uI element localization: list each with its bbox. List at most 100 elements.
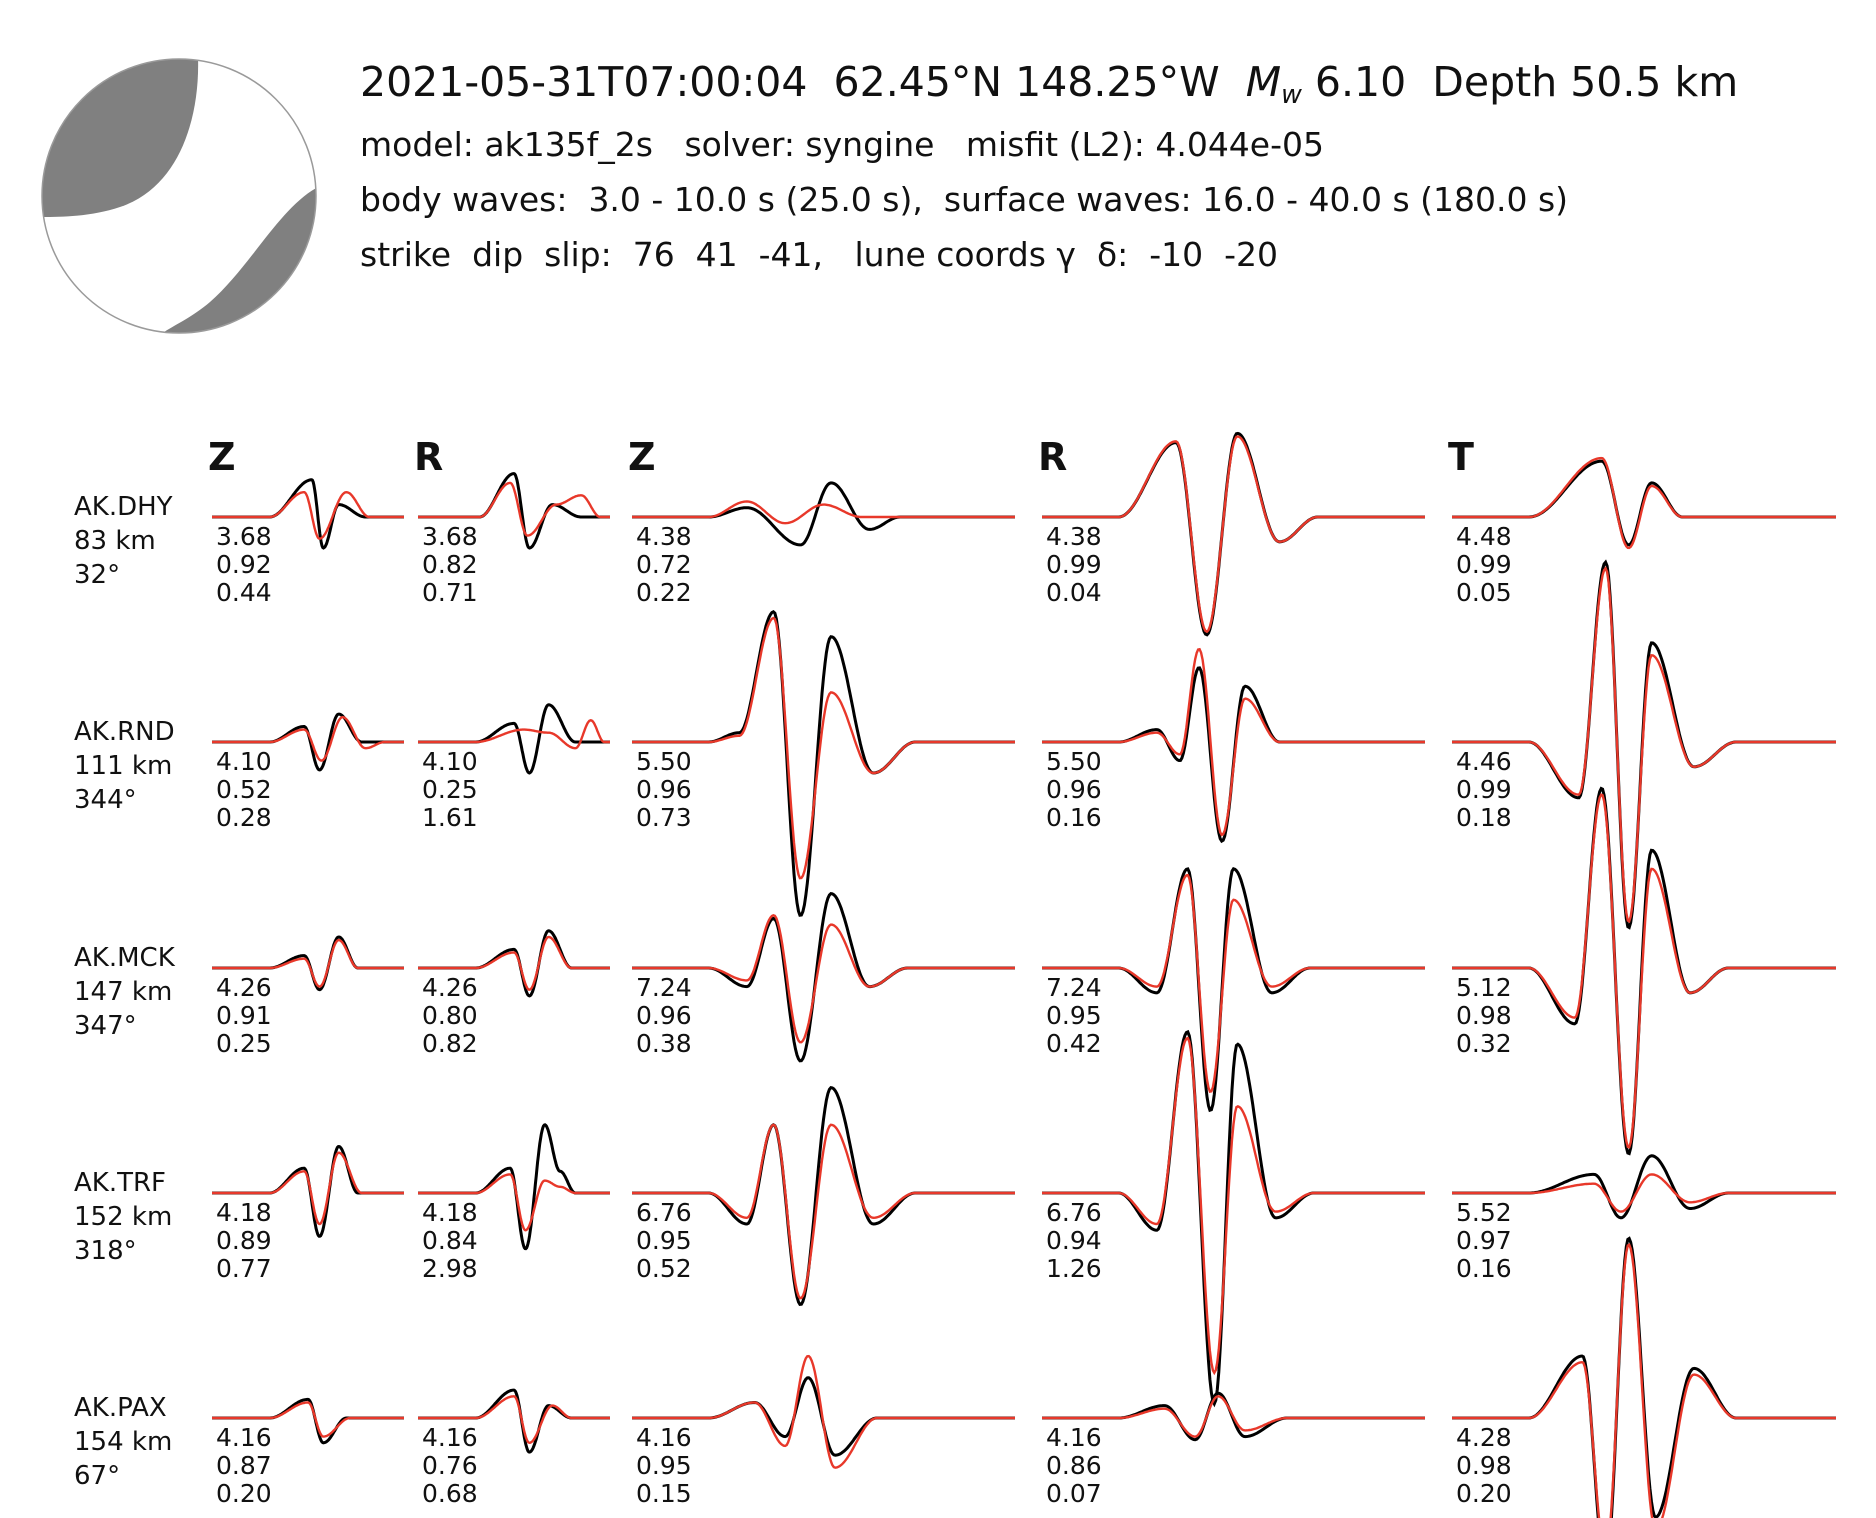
amplitude-ratio-value: 0.20 [216,1479,272,1508]
synthetic-waveform [418,935,610,991]
observed-waveform [1452,786,1836,1156]
component-header-z-body: Z [208,435,236,479]
synthetic-waveform [1452,566,1836,924]
station-azimuth: 344° [74,785,137,815]
synthetic-waveform [632,500,1015,525]
event-latitude: 62.45°N [833,58,1003,106]
event-header: 2021-05-31T07:00:04 62.45°N 148.25°W Mw … [360,62,1738,293]
time-shift-value: 4.18 [422,1198,478,1227]
correlation-value: 0.98 [1456,1451,1512,1480]
filter-periods-line: body waves: 3.0 - 10.0 s (25.0 s), surfa… [360,179,1569,219]
synthetic-waveform [1042,873,1425,1093]
component-header-z-surface: Z [628,435,656,479]
time-shift-value: 5.50 [636,747,692,776]
amplitude-ratio-value: 0.28 [216,803,272,832]
amplitude-ratio-value: 0.68 [422,1479,478,1508]
component-header-r-surface: R [1038,435,1067,479]
correlation-value: 0.25 [422,775,478,804]
amplitude-ratio-value: 0.15 [636,1479,692,1508]
amplitude-ratio-value: 0.22 [636,578,692,607]
magnitude-value: 6.10 [1314,58,1407,106]
synthetic-waveform [1042,1395,1425,1438]
correlation-value: 0.52 [216,775,272,804]
synthetic-waveform [212,938,404,988]
station-azimuth: 67° [74,1461,120,1491]
amplitude-ratio-value: 0.44 [216,578,272,607]
station-name: AK.MCK [74,943,176,973]
component-header-t-surface: T [1448,435,1474,479]
correlation-value: 0.87 [216,1451,272,1480]
time-shift-value: 4.16 [1046,1423,1102,1452]
synthetic-waveform [418,719,610,750]
time-shift-value: 4.46 [1456,747,1512,776]
station-azimuth: 347° [74,1011,137,1041]
correlation-value: 0.99 [1046,550,1102,579]
component-header-r-body: R [414,435,443,479]
synthetic-waveform [212,715,404,762]
correlation-value: 0.99 [1456,775,1512,804]
event-longitude: 148.25°W [1015,58,1220,106]
amplitude-ratio-value: 0.73 [636,803,692,832]
time-shift-value: 6.76 [1046,1198,1102,1227]
time-shift-value: 4.38 [636,522,692,551]
correlation-value: 0.92 [216,550,272,579]
time-shift-value: 4.10 [422,747,478,776]
synthetic-waveform [1042,647,1425,837]
mechanism-params-line: strike dip slip: 76 41 -41, lune coords … [360,234,1279,274]
correlation-value: 0.89 [216,1226,272,1255]
correlation-value: 0.76 [422,1451,478,1480]
amplitude-ratio-value: 0.52 [636,1254,692,1283]
correlation-value: 0.95 [636,1451,692,1480]
station-distance: 83 km [74,526,156,556]
synthetic-waveform [1452,1173,1836,1213]
amplitude-ratio-value: 0.16 [1456,1254,1512,1283]
synthetic-waveform [1042,435,1425,634]
time-shift-value: 3.68 [216,522,272,551]
correlation-value: 0.96 [1046,775,1102,804]
correlation-value: 0.99 [1456,550,1512,579]
synthetic-waveform [632,616,1015,880]
station-azimuth: 318° [74,1236,137,1266]
synthetic-waveform [212,490,404,540]
correlation-value: 0.86 [1046,1451,1102,1480]
amplitude-ratio-value: 0.82 [422,1029,478,1058]
time-shift-value: 4.16 [636,1423,692,1452]
amplitude-ratio-value: 0.20 [1456,1479,1512,1508]
time-shift-value: 4.10 [216,747,272,776]
time-shift-value: 4.16 [216,1423,272,1452]
amplitude-ratio-value: 0.16 [1046,803,1102,832]
amplitude-ratio-value: 0.04 [1046,578,1102,607]
magnitude-symbol: M [1245,58,1282,106]
station-distance: 111 km [74,751,172,781]
amplitude-ratio-value: 0.05 [1456,578,1512,607]
amplitude-ratio-value: 0.71 [422,578,478,607]
time-shift-value: 5.50 [1046,747,1102,776]
correlation-value: 0.95 [636,1226,692,1255]
synthetic-waveform [632,1354,1015,1469]
time-shift-value: 4.38 [1046,522,1102,551]
amplitude-ratio-value: 0.25 [216,1029,272,1058]
station-name: AK.PAX [74,1393,167,1423]
time-shift-value: 4.26 [216,973,272,1002]
amplitude-ratio-value: 0.32 [1456,1029,1512,1058]
correlation-value: 0.97 [1456,1226,1512,1255]
amplitude-ratio-value: 0.38 [636,1029,692,1058]
synthetic-waveform [632,1123,1015,1300]
station-name: AK.TRF [74,1168,166,1198]
synthetic-waveform [418,1395,610,1445]
correlation-value: 0.80 [422,1001,478,1030]
synthetic-waveform [1042,1036,1425,1376]
time-shift-value: 4.26 [422,973,478,1002]
synthetic-waveform [1452,1242,1836,1518]
station-name: AK.DHY [74,492,173,522]
correlation-value: 0.96 [636,775,692,804]
time-shift-value: 5.12 [1456,973,1512,1002]
time-shift-value: 4.16 [422,1423,478,1452]
amplitude-ratio-value: 1.61 [422,803,478,832]
synthetic-waveform [418,481,610,537]
synthetic-waveform [1452,793,1836,1149]
amplitude-ratio-value: 1.26 [1046,1254,1102,1283]
station-name: AK.RND [74,717,175,747]
amplitude-ratio-value: 0.18 [1456,803,1512,832]
time-shift-value: 7.24 [636,973,692,1002]
